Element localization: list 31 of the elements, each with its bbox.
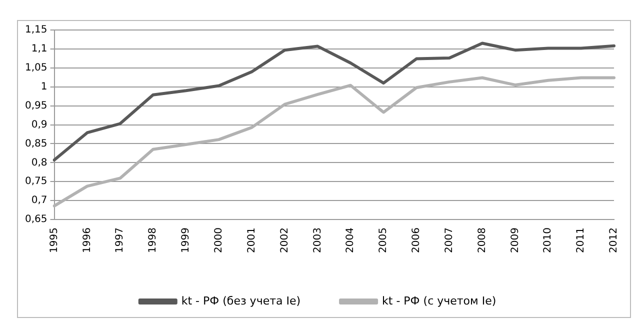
x-tick-label: 2001: [246, 228, 258, 254]
legend-label: kt - РФ (без учета Ie): [181, 294, 301, 308]
x-tick-label: 2007: [444, 228, 455, 254]
x-tick-label: 2005: [378, 228, 390, 254]
x-tick-label: 2012: [608, 228, 620, 254]
x-tick-label: 2006: [411, 228, 422, 254]
y-tick-label: 0,8: [31, 157, 48, 168]
y-tick-label: 0,7: [31, 195, 48, 206]
x-tick-label: 1999: [180, 228, 192, 254]
x-tick-label: 2002: [279, 228, 290, 254]
x-tick-label: 1997: [114, 228, 126, 254]
x-tick-label: 2010: [542, 228, 554, 254]
x-tick-label: 2004: [345, 228, 356, 254]
y-tick-label: 1: [40, 81, 48, 92]
x-tick-label: 1995: [48, 228, 60, 254]
x-tick-label: 1998: [148, 228, 159, 254]
y-tick-label: 1,1: [31, 44, 48, 55]
x-tick-label: 2008: [476, 228, 488, 254]
y-tick-label: 0,85: [25, 138, 48, 150]
y-tick-label: 0,9: [31, 119, 48, 130]
y-tick-label: 1,15: [25, 24, 48, 36]
x-tick-label: 1996: [82, 228, 93, 254]
y-tick-label: 0,95: [25, 100, 48, 112]
x-tick-label: 2000: [213, 228, 224, 254]
legend-label: kt - РФ (с учетом Ie): [382, 294, 496, 308]
y-tick-label: 0,65: [25, 214, 48, 226]
y-tick-label: 1,05: [25, 62, 48, 74]
x-tick-label: 2011: [576, 228, 587, 254]
y-tick-label: 0,75: [25, 176, 48, 188]
x-tick-label: 2003: [312, 228, 324, 254]
x-tick-label: 2009: [510, 228, 521, 254]
